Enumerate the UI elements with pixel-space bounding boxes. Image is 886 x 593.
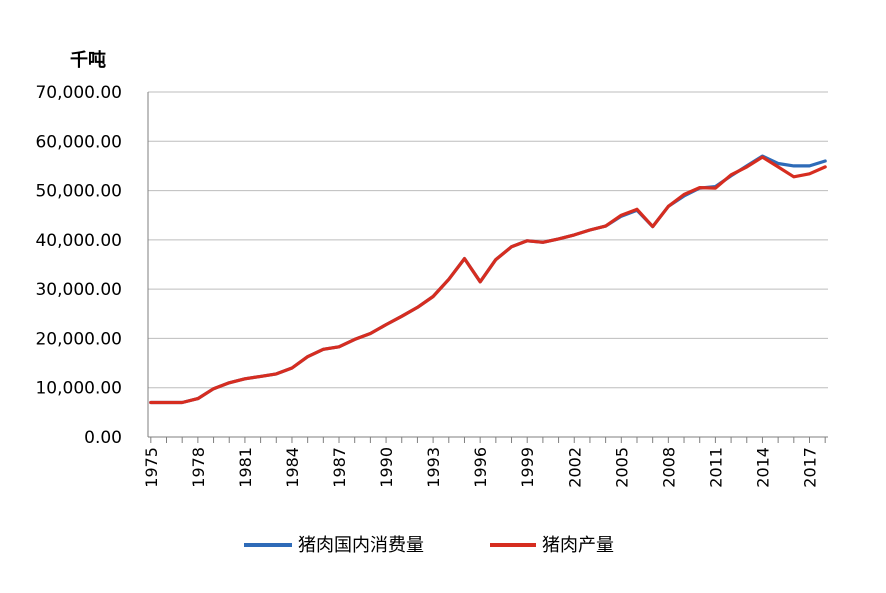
y-tick-label: 60,000.00 [35,132,122,152]
x-tick-label: 1993 [424,447,443,488]
series-lines [149,154,827,405]
x-tick-label: 1978 [189,447,208,488]
y-tick-label: 40,000.00 [35,231,122,251]
y-tick-label: 30,000.00 [35,280,122,300]
x-tick-label: 2017 [800,447,819,488]
legend-label-consumption: 猪肉国内消费量 [298,535,424,556]
x-tick-label: 1984 [283,447,302,488]
x-tick-label: 2005 [612,447,631,488]
x-tick-label: 1999 [518,447,537,488]
y-tick-label: 10,000.00 [35,379,122,399]
x-tick-label: 2011 [706,447,725,488]
legend-label-production: 猪肉产量 [542,535,614,556]
x-tick-label: 1996 [471,447,490,488]
x-tick-label: 2002 [565,447,584,488]
axes: 0.00 10,000.00 20,000.00 30,000.00 40,000.00… [35,83,826,488]
gridlines [148,91,828,438]
x-tick-label: 1987 [330,447,349,488]
series-line-1 [149,155,827,405]
x-tick-label: 2014 [753,447,772,488]
x-tick-label: 2008 [659,447,678,488]
x-tick-label: 1990 [377,447,396,488]
y-tick-label: 20,000.00 [35,329,122,349]
y-tick-label: 70,000.00 [35,83,122,103]
y-unit-label: 千吨 [70,49,106,71]
x-tick-label: 1975 [142,447,161,488]
y-tick-label: 0.00 [84,428,122,448]
legend: 猪肉国内消费量 猪肉产量 [244,535,614,556]
series-line-0 [149,154,827,405]
y-tick-label: 50,000.00 [35,182,122,202]
x-tick-label: 1981 [236,447,255,488]
